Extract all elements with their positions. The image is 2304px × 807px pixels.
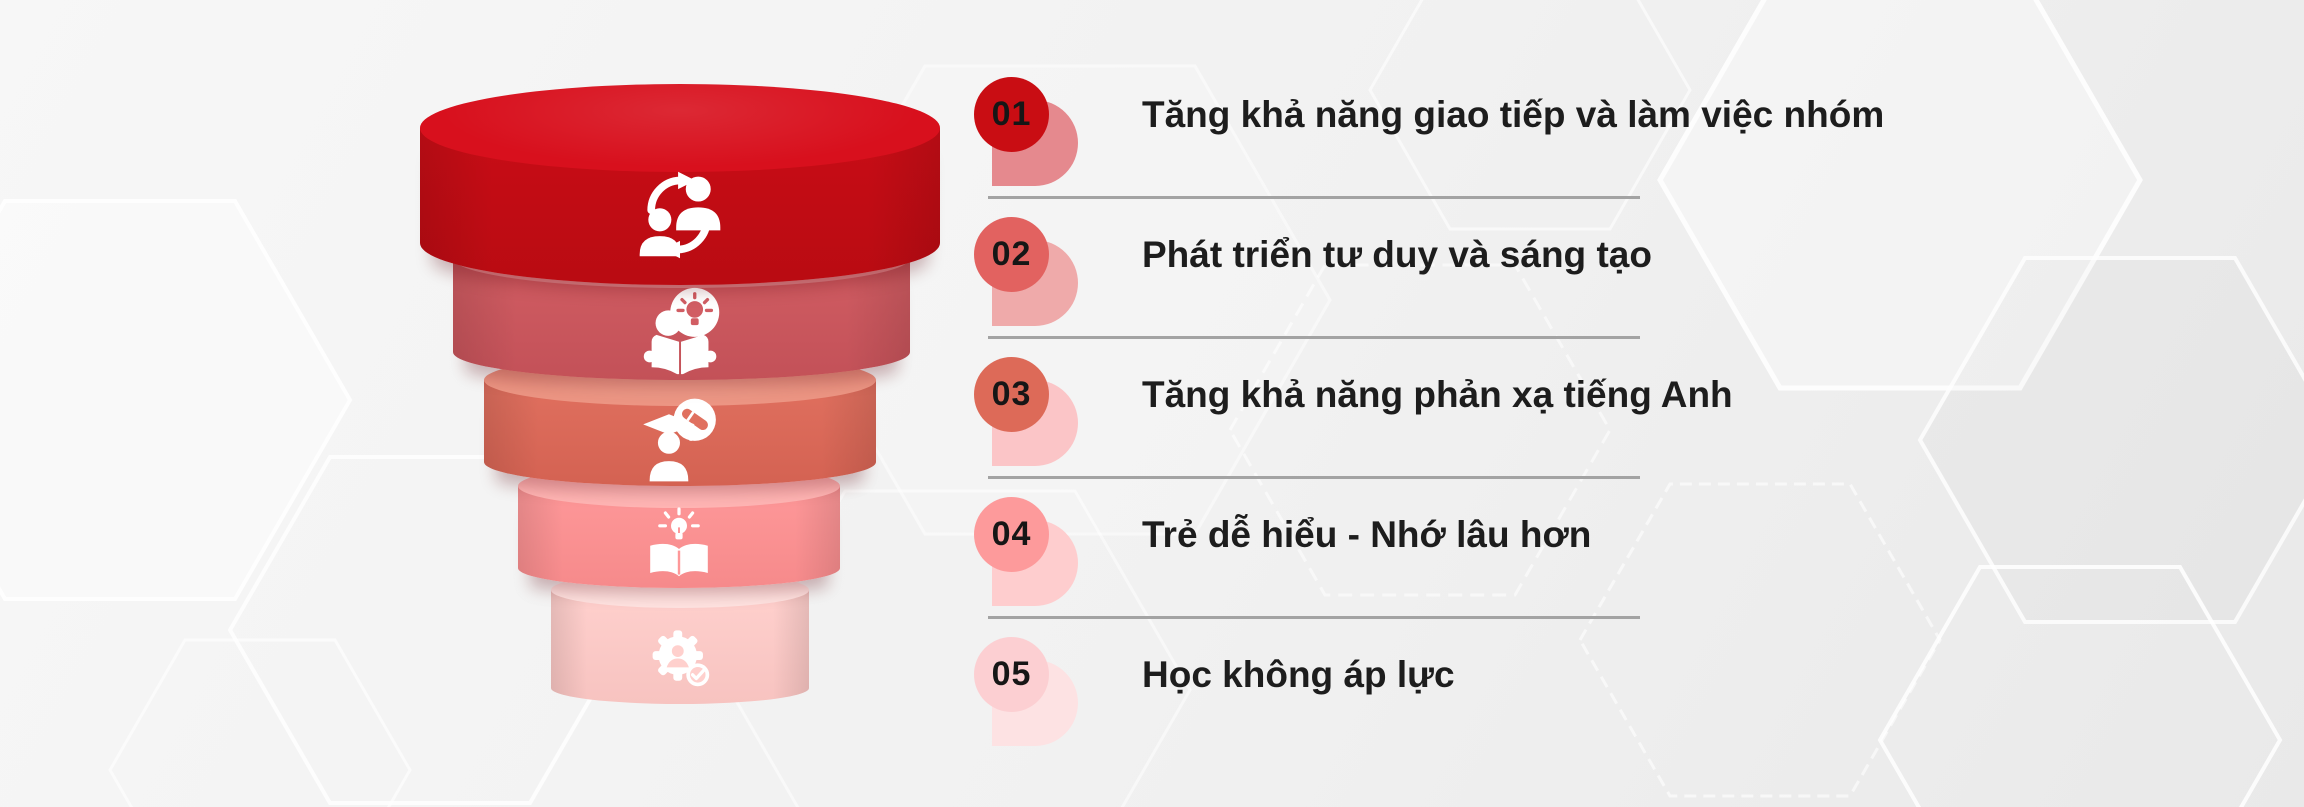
badge-circle: 01 (974, 77, 1049, 152)
funnel-level-5 (551, 572, 809, 704)
benefit-badge-3: 03 (974, 340, 1084, 466)
divider (988, 196, 1640, 199)
people-exchange-icon (639, 171, 721, 259)
benefit-item-5: 05 Học không áp lực (974, 600, 1455, 750)
badge-number: 02 (991, 235, 1032, 273)
badge-number: 03 (991, 375, 1032, 413)
badge-number: 05 (991, 655, 1032, 693)
divider (988, 616, 1640, 619)
benefit-title: Trẻ dễ hiểu - Nhớ lâu hơn (1142, 514, 1592, 555)
funnel-level-1 (420, 84, 940, 285)
benefit-badge-5: 05 (974, 620, 1084, 746)
reading-idea-icon (643, 287, 719, 375)
benefit-title: Học không áp lực (1142, 654, 1455, 695)
badge-circle: 02 (974, 217, 1049, 292)
benefit-title: Tăng khả năng giao tiếp và làm việc nhóm (1142, 94, 1885, 135)
benefit-item-1: 01 Tăng khả năng giao tiếp và làm việc n… (974, 40, 1884, 190)
badge-number: 04 (991, 515, 1032, 553)
benefit-badge-4: 04 (974, 480, 1084, 606)
benefit-item-4: 04 Trẻ dễ hiểu - Nhớ lâu hơn (974, 460, 1591, 610)
badge-circle: 05 (974, 637, 1049, 712)
benefit-title: Tăng khả năng phản xạ tiếng Anh (1142, 374, 1733, 415)
badge-number: 01 (991, 95, 1032, 133)
funnel-level-3 (484, 354, 876, 486)
benefit-item-2: 02 Phát triển tư duy và sáng tạo (974, 180, 1652, 330)
graduate-icon (643, 398, 716, 482)
badge-circle: 04 (974, 497, 1049, 572)
funnel-diagram (0, 0, 1000, 807)
benefit-badge-2: 02 (974, 200, 1084, 326)
book-idea-icon (650, 507, 708, 577)
badge-circle: 03 (974, 357, 1049, 432)
funnel-level-4 (518, 464, 840, 588)
benefit-list: 01 Tăng khả năng giao tiếp và làm việc n… (974, 0, 2074, 807)
divider (988, 336, 1640, 339)
benefit-title: Phát triển tư duy và sáng tạo (1142, 234, 1652, 275)
gear-person-check-icon (652, 630, 710, 687)
benefit-badge-1: 01 (974, 60, 1084, 186)
divider (988, 476, 1640, 479)
benefit-item-3: 03 Tăng khả năng phản xạ tiếng Anh (974, 320, 1733, 470)
